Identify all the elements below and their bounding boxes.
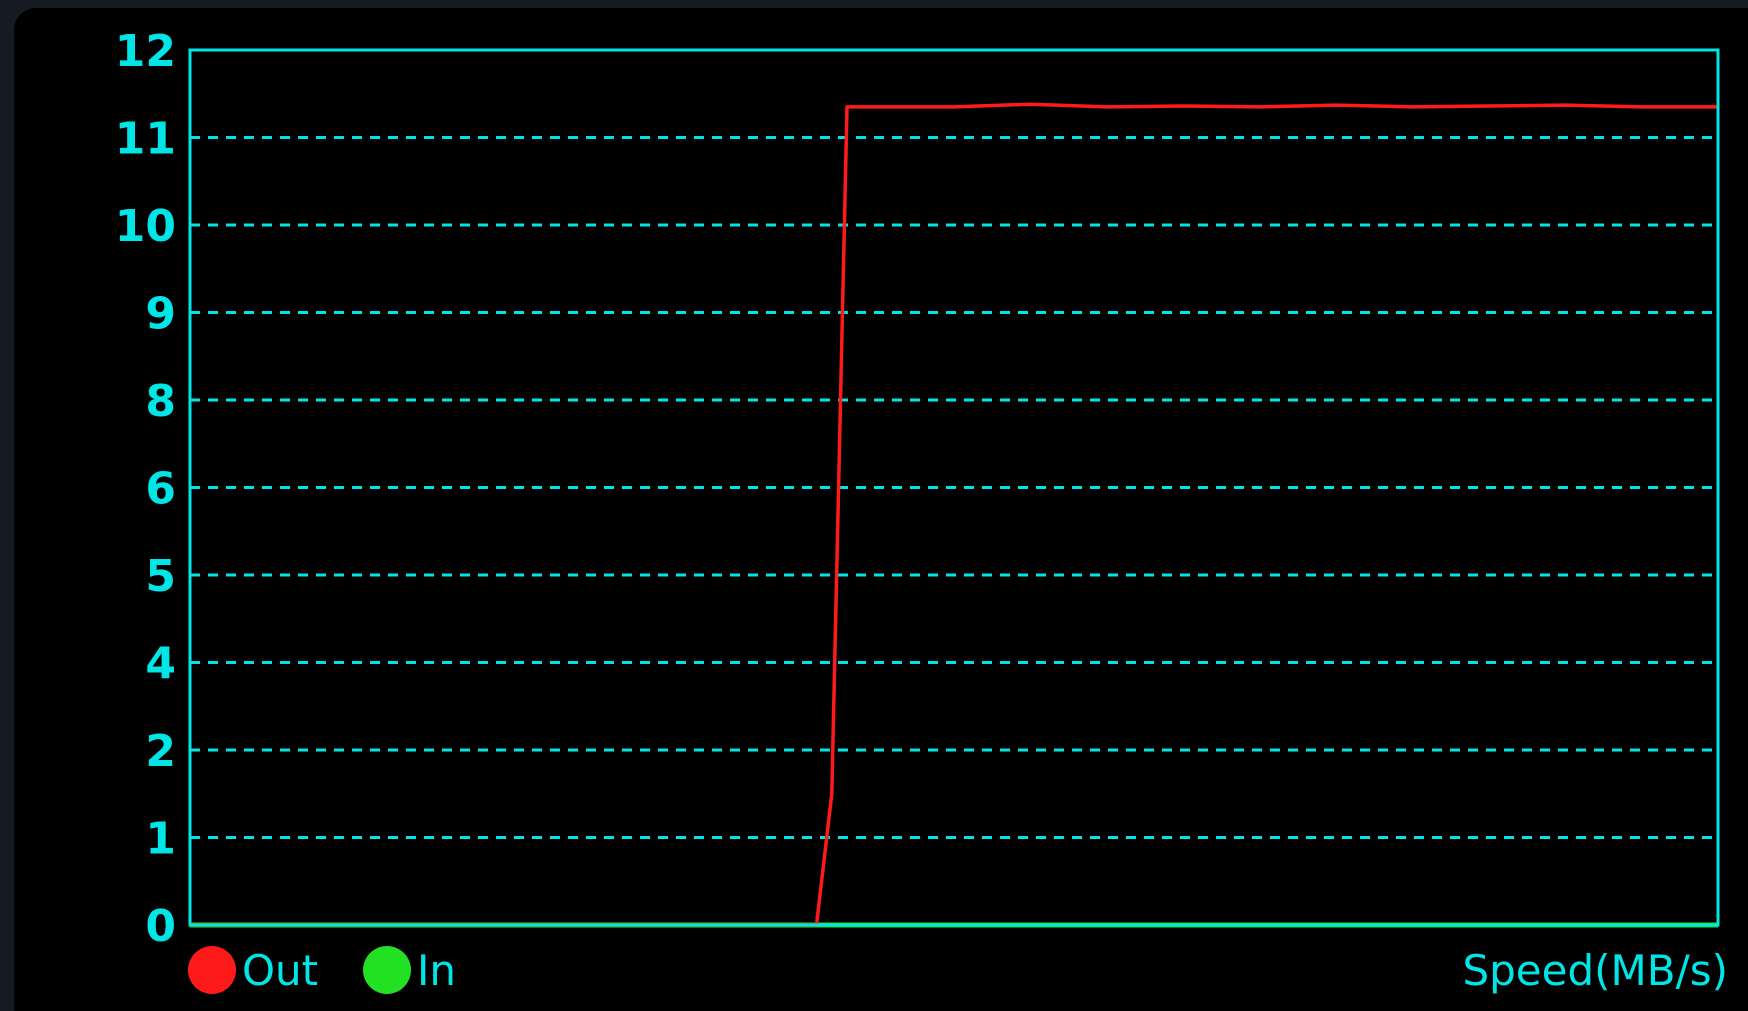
y-tick-label: 6 bbox=[145, 464, 176, 515]
y-tick-label: 12 bbox=[115, 26, 176, 77]
grid-lines bbox=[190, 136, 1718, 839]
y-tick-label: 10 bbox=[115, 201, 176, 252]
legend-label-out: Out bbox=[242, 946, 318, 995]
legend-swatch-in bbox=[363, 946, 411, 994]
y-tick-label: 0 bbox=[145, 901, 176, 952]
y-tick-label: 11 bbox=[115, 114, 176, 165]
y-tick-label: 8 bbox=[145, 376, 176, 427]
y-tick-label: 4 bbox=[145, 639, 176, 690]
chart-panel bbox=[14, 8, 1748, 1011]
series-line-out bbox=[190, 102, 1718, 927]
y-tick-label: 9 bbox=[145, 289, 176, 340]
y-tick-label: 5 bbox=[145, 551, 176, 602]
legend: Out In bbox=[188, 946, 456, 995]
y-axis-label: Speed(MB/s) bbox=[1462, 946, 1728, 995]
y-tick-label: 1 bbox=[145, 814, 176, 865]
y-tick-label: 2 bbox=[145, 726, 176, 777]
plot-area-border bbox=[188, 48, 1720, 927]
series-lines bbox=[190, 102, 1718, 928]
legend-label-in: In bbox=[417, 946, 456, 995]
legend-swatch-out bbox=[188, 946, 236, 994]
